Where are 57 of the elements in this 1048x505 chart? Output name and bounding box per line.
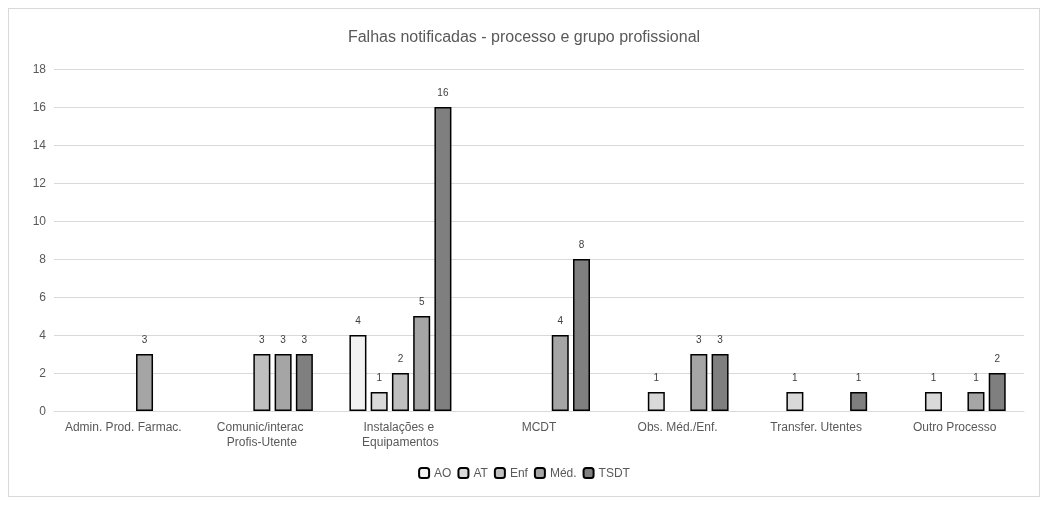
- x-tick-label: Transfer. Utentes: [770, 419, 862, 434]
- bar: [274, 354, 292, 411]
- data-label: 1: [930, 371, 937, 383]
- legend-label: Enf: [509, 466, 529, 480]
- data-label: 1: [973, 371, 980, 383]
- bar: [711, 354, 729, 411]
- legend-label: Méd.: [549, 466, 577, 480]
- bar: [136, 354, 154, 411]
- bar: [573, 259, 590, 411]
- data-label: 1: [792, 371, 799, 383]
- y-tick-label: 18: [32, 62, 47, 76]
- bar: [434, 107, 452, 411]
- x-tick-label: Admin. Prod. Farmac.: [64, 419, 182, 434]
- data-label: 1: [855, 371, 862, 383]
- y-tick-label: 4: [39, 328, 47, 342]
- legend-label: TSDT: [598, 466, 631, 480]
- bar: [295, 354, 313, 411]
- data-label: 2: [994, 352, 1001, 364]
- y-tick-label: 8: [39, 252, 47, 266]
- bar: [349, 335, 367, 411]
- data-label: 8: [578, 238, 585, 250]
- bar: [850, 392, 868, 411]
- data-label: 3: [280, 333, 287, 345]
- x-tick-label: Obs. Méd./Enf.: [637, 419, 718, 434]
- data-label: 1: [376, 371, 383, 383]
- x-tick-label: Instalações e Equipamentos: [362, 419, 439, 449]
- data-label: 3: [301, 333, 308, 345]
- data-label: 2: [397, 352, 404, 364]
- chart-title: Falhas notificadas - processo e grupo profissional: [347, 27, 701, 45]
- bar: [253, 354, 271, 411]
- y-tick-label: 2: [39, 366, 47, 380]
- bar: [988, 373, 1006, 411]
- x-tick-label: MCDT: [521, 419, 557, 434]
- data-label: 3: [717, 333, 724, 345]
- legend-label: AO: [434, 466, 452, 480]
- y-tick-label: 14: [32, 138, 47, 152]
- bar: [391, 373, 409, 411]
- y-tick-label: 10: [32, 214, 47, 228]
- data-label: 5: [418, 295, 425, 307]
- y-tick-label: 6: [39, 290, 47, 304]
- y-tick-label: 16: [32, 100, 47, 114]
- bar: [967, 392, 985, 411]
- bar: [690, 354, 708, 411]
- bar: [413, 316, 431, 411]
- x-tick-label: Comunic/interac Profis-Utente: [216, 419, 307, 449]
- bar: [551, 335, 569, 411]
- y-tick-label: 12: [32, 176, 47, 190]
- x-tick-label: Outro Processo: [913, 419, 997, 434]
- legend-label: AT: [473, 466, 489, 480]
- data-label: 1: [653, 371, 660, 383]
- data-label: 16: [437, 86, 449, 98]
- data-label: 3: [696, 333, 703, 345]
- data-label: 3: [259, 333, 266, 345]
- data-label: 4: [557, 314, 564, 326]
- y-tick-label: 0: [39, 404, 47, 418]
- data-label: 3: [141, 333, 148, 345]
- data-label: 4: [355, 314, 362, 326]
